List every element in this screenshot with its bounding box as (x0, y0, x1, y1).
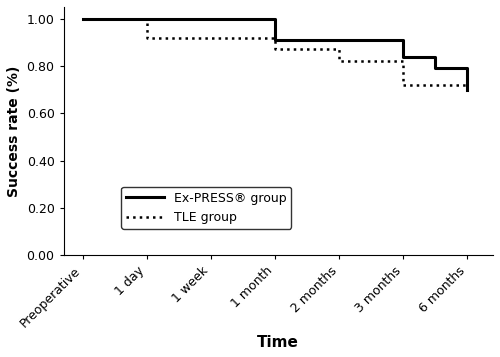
X-axis label: Time: Time (258, 335, 299, 350)
Legend: Ex-PRESS® group, TLE group: Ex-PRESS® group, TLE group (122, 187, 292, 229)
Y-axis label: Success rate (%): Success rate (%) (7, 65, 21, 197)
